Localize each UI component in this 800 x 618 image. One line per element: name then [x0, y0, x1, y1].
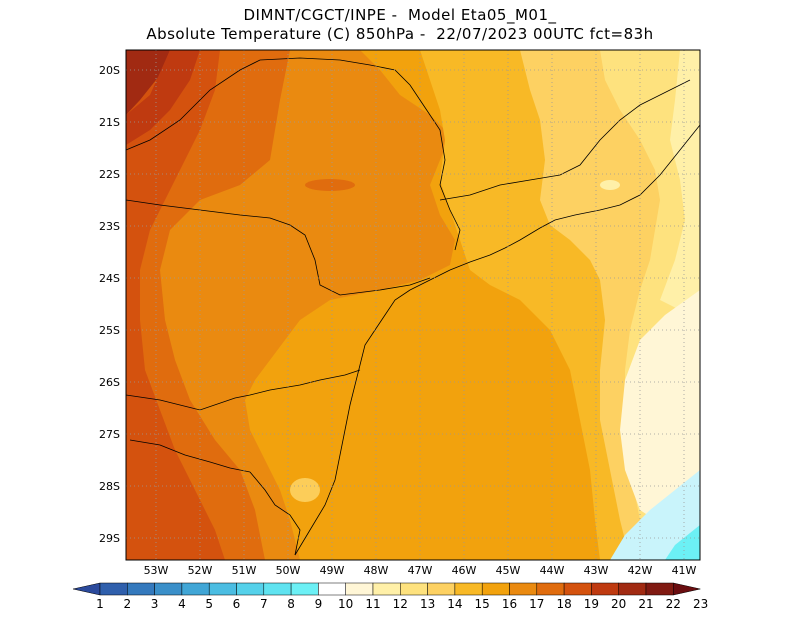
colorbar-label: 11: [365, 597, 381, 611]
colorbar-swatch: [236, 582, 265, 596]
lon-tick: 42W: [628, 564, 653, 577]
lat-tick: 29S: [99, 532, 120, 545]
colorbar-label: 12: [392, 597, 408, 611]
grid-lines: [126, 50, 700, 560]
lon-tick: 50W: [276, 564, 301, 577]
lon-axis: 53W 52W 51W 50W 49W 48W 47W 46W 45W 44W …: [144, 564, 697, 577]
colorbar: [72, 582, 701, 596]
lon-tick: 45W: [496, 564, 521, 577]
colorbar-label: 5: [205, 597, 213, 611]
colorbar-label: 9: [314, 597, 323, 611]
colorbar-swatch: [481, 582, 510, 596]
colorbar-swatch: [127, 582, 155, 596]
colorbar-swatch: [591, 582, 619, 596]
boundaries: [126, 57, 700, 556]
colorbar-swatch: [290, 582, 319, 596]
lat-tick: 28S: [99, 480, 120, 493]
colorbar-swatch: [181, 582, 210, 596]
colorbar-label: 3: [150, 597, 159, 611]
colorbar-label: 4: [178, 597, 186, 611]
colorbar-label: 20: [611, 597, 627, 611]
colorbar-swatch: [345, 582, 374, 596]
colorbar-swatch: [509, 582, 538, 596]
colorbar-swatch: [318, 582, 346, 596]
lon-tick: 41W: [672, 564, 697, 577]
colorbar-arrow-left: [72, 582, 101, 596]
lon-tick: 49W: [320, 564, 345, 577]
colorbar-swatch: [154, 582, 183, 596]
colorbar-swatch: [536, 582, 565, 596]
colorbar-swatch: [454, 582, 483, 596]
colorbar-swatch: [208, 582, 237, 596]
lat-tick: 24S: [99, 272, 120, 285]
title-line-2: Absolute Temperature (C) 850hPa - 22/07/…: [146, 25, 654, 43]
lon-tick: 47W: [408, 564, 433, 577]
colorbar-swatch: [645, 582, 674, 596]
colorbar-label: 2: [123, 597, 132, 611]
lon-tick: 48W: [364, 564, 389, 577]
lon-tick: 53W: [144, 564, 169, 577]
colorbar-label: 18: [556, 597, 572, 611]
colorbar-label: 17: [529, 597, 545, 611]
lat-tick: 26S: [99, 376, 120, 389]
lon-tick: 44W: [540, 564, 565, 577]
colorbar-label: 10: [338, 597, 354, 611]
lat-axis: 20S 21S 22S 23S 24S 25S 26S 27S 28S 29S: [99, 64, 120, 545]
lat-tick: 21S: [99, 116, 120, 129]
colorbar-label: 8: [287, 597, 295, 611]
colorbar-swatch: [400, 582, 428, 596]
colorbar-label: 14: [447, 597, 463, 611]
title-line-1: DIMNT/CGCT/INPE - Model Eta05_M01_: [243, 6, 557, 24]
colorbar-swatch: [618, 582, 647, 596]
plot-frame: [125, 49, 701, 561]
colorbar-label: 23: [692, 597, 709, 611]
colorbar-swatch: [427, 582, 456, 596]
colorbar-swatch: [99, 582, 128, 596]
lat-tick: 25S: [99, 324, 120, 337]
lat-tick: 20S: [99, 64, 120, 77]
lon-tick: 43W: [584, 564, 609, 577]
colorbar-label: 21: [638, 597, 654, 611]
colorbar-label: 1: [96, 597, 104, 611]
lon-tick: 51W: [232, 564, 257, 577]
colorbar-arrow-right: [673, 582, 701, 596]
lon-tick: 46W: [452, 564, 477, 577]
colorbar-swatch: [563, 582, 592, 596]
colorbar-label: 22: [665, 597, 681, 611]
colorbar-label: 6: [232, 597, 241, 611]
lon-tick: 52W: [188, 564, 213, 577]
colorbar-label: 15: [474, 597, 490, 611]
colorbar-label: 19: [583, 597, 600, 611]
colorbar-label: 7: [259, 597, 268, 611]
colorbar-label: 16: [501, 597, 518, 611]
lat-tick: 27S: [99, 428, 120, 441]
lat-tick: 23S: [99, 220, 120, 233]
colorbar-label: 13: [419, 597, 436, 611]
lat-tick: 22S: [99, 168, 120, 181]
colorbar-swatch: [263, 582, 292, 596]
temperature-field: [126, 50, 700, 560]
colorbar-swatch: [372, 582, 401, 596]
